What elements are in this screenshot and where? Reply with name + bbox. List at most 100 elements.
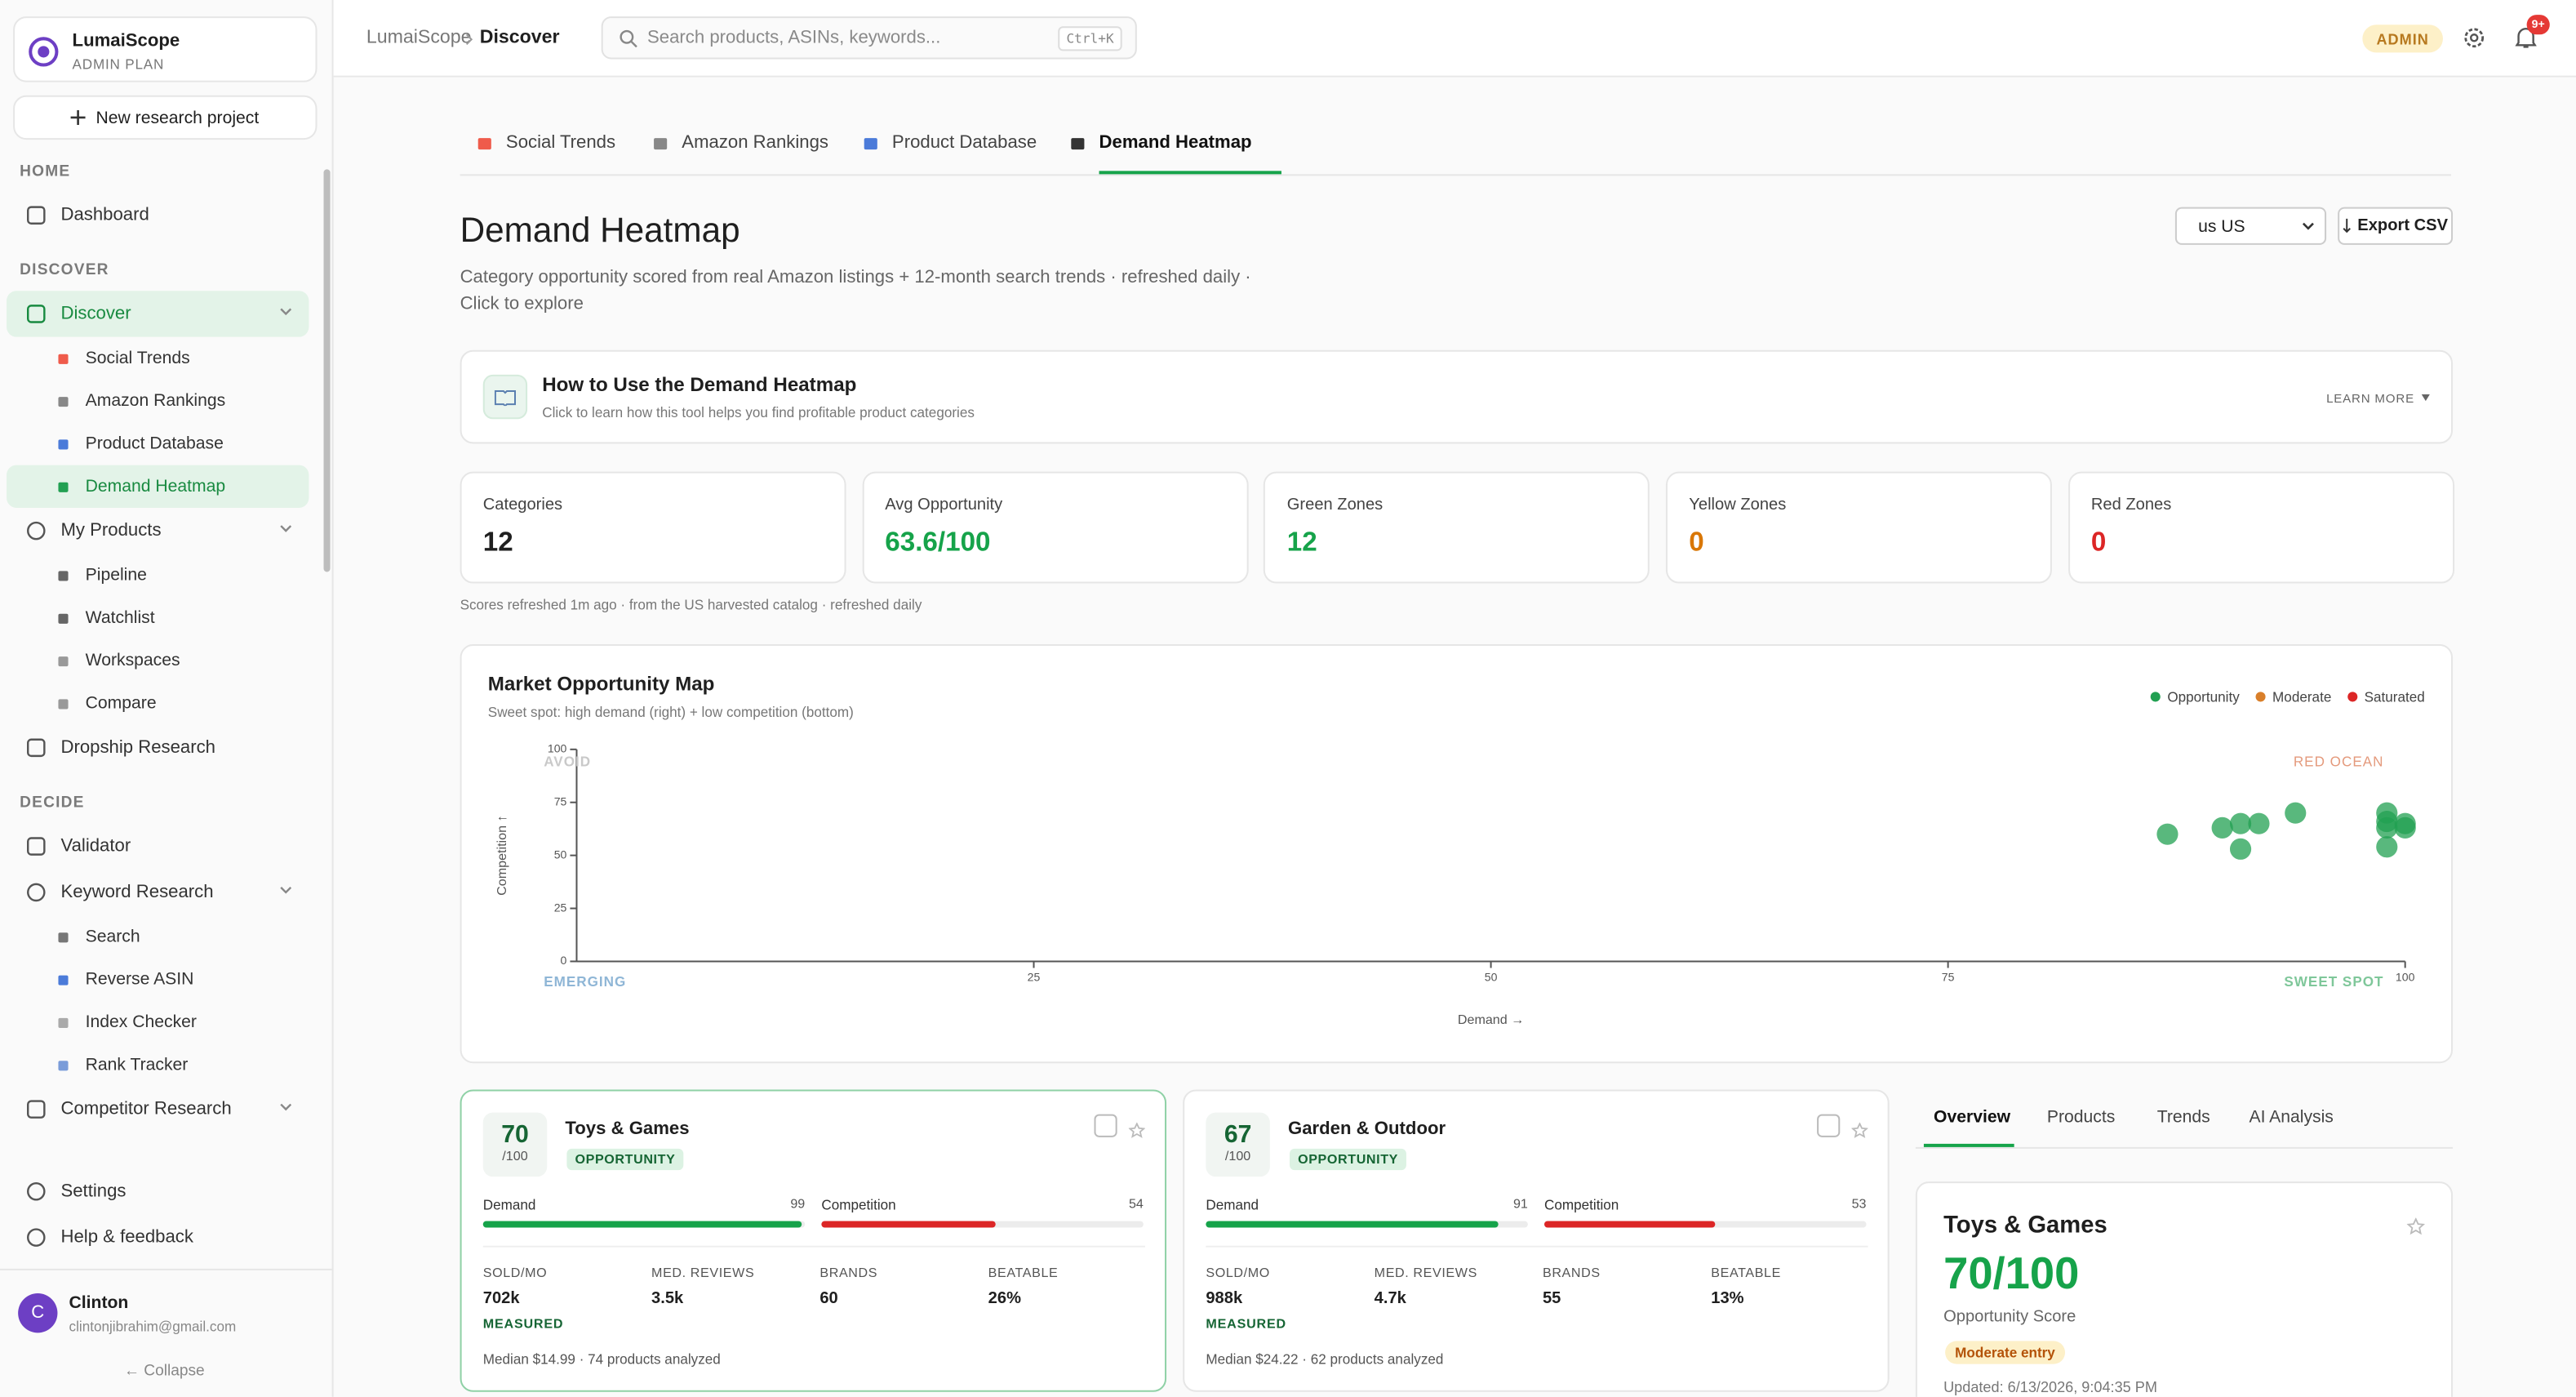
refresh-note: Scores refreshed 1m ago · from the US ha… xyxy=(460,596,922,613)
nav-subitem[interactable]: Social Trends xyxy=(7,337,309,380)
brand-card[interactable]: LumaiScope ADMIN PLAN xyxy=(13,16,318,82)
nav-heading: DISCOVER xyxy=(20,261,109,280)
detail-tab[interactable]: Products xyxy=(2046,1107,2116,1128)
metric-label: BRANDS xyxy=(819,1265,878,1280)
settings-icon[interactable] xyxy=(2463,26,2485,49)
search-box[interactable]: Search products, ASINs, keywords... Ctrl… xyxy=(601,16,1137,60)
tab[interactable]: Amazon Rankings xyxy=(652,133,828,153)
avatar[interactable]: C xyxy=(18,1293,58,1333)
nav-item[interactable]: Help & feedback xyxy=(7,1214,309,1260)
nav-icon xyxy=(27,305,46,323)
guide-title: How to Use the Demand Heatmap xyxy=(542,372,857,397)
star-wrap[interactable] xyxy=(1850,1118,1869,1147)
nav-subitem[interactable]: Compare xyxy=(7,682,309,724)
stat-value: 12 xyxy=(482,527,513,558)
nav-sub-icon xyxy=(58,570,69,581)
nav-subitem[interactable]: Pipeline xyxy=(7,554,309,596)
nav-item[interactable]: Dashboard xyxy=(7,192,309,238)
metric-value: 702k xyxy=(482,1290,520,1309)
star-path xyxy=(1850,1122,1869,1138)
star-icon xyxy=(1128,1122,1146,1138)
nav-item[interactable]: Dropship Research xyxy=(7,725,309,771)
checkbox[interactable] xyxy=(1817,1114,1841,1137)
bar-label: Demand xyxy=(482,1196,536,1213)
stat-card: Categories 12 xyxy=(460,471,846,584)
region-select[interactable]: us US xyxy=(2174,207,2327,245)
nav-sub-icon xyxy=(58,396,69,407)
score-box: 67/100 xyxy=(1206,1112,1270,1177)
nav-icon xyxy=(27,837,46,856)
icon-shape xyxy=(27,1181,46,1201)
nav-item[interactable]: Competitor Research xyxy=(7,1086,309,1132)
x-tick-label: 25 xyxy=(1028,970,1041,983)
icon-shape xyxy=(58,1060,69,1070)
detail-tabs: Overview Products Trends AI Analysis xyxy=(1915,1100,2454,1149)
scatter-point xyxy=(2156,823,2178,845)
nav-subitem[interactable]: Amazon Rankings xyxy=(7,380,309,422)
chart-title: Market Opportunity Map xyxy=(488,674,715,696)
guide-card[interactable]: How to Use the Demand Heatmap Click to l… xyxy=(460,349,2454,444)
nav-subitem[interactable]: Index Checker xyxy=(7,1001,309,1043)
tab-icon xyxy=(477,138,491,150)
icon-shape xyxy=(27,206,46,225)
category-card[interactable]: 70/100 Toys & Games OPPORTUNITY Demand 99 Com… xyxy=(460,1089,1167,1392)
nav-item[interactable]: Validator xyxy=(7,823,309,869)
nav-subitem[interactable]: Product Database xyxy=(7,422,309,465)
guide-action[interactable]: LEARN MORE xyxy=(2326,391,2414,407)
detail-badge: Moderate entry xyxy=(1945,1341,2065,1364)
new-project-button[interactable]: New research project xyxy=(13,95,318,140)
nav-subitem[interactable]: Workspaces xyxy=(7,639,309,682)
nav-label: Compare xyxy=(85,693,157,714)
card-badge: OPPORTUNITY xyxy=(566,1148,684,1171)
chart-card: Market Opportunity Map Sweet spot: high d… xyxy=(460,644,2454,1064)
search-icon xyxy=(620,29,637,48)
category-card[interactable]: 67/100 Garden & Outdoor OPPORTUNITY Demand 9… xyxy=(1183,1089,1890,1392)
detail-score: 70/100 xyxy=(1943,1248,2080,1299)
detail-tab[interactable]: AI Analysis xyxy=(2249,1107,2334,1128)
nav-item[interactable]: Discover xyxy=(7,291,309,337)
scatter-point xyxy=(2229,838,2252,860)
nav-subitem[interactable]: Demand Heatmap xyxy=(7,465,309,508)
tab-label: Product Database xyxy=(891,133,1037,153)
card-divider xyxy=(482,1245,1145,1248)
tab-underline xyxy=(1099,171,1281,175)
star-icon xyxy=(1850,1122,1869,1138)
stat-value: 12 xyxy=(1286,527,1317,558)
icon-shape xyxy=(58,656,69,666)
detail-tab[interactable]: Overview xyxy=(1934,1107,2011,1128)
tab[interactable]: Product Database xyxy=(863,133,1037,153)
detail-star[interactable] xyxy=(2406,1217,2425,1235)
collapse-button[interactable]: ← Collapse xyxy=(123,1362,205,1381)
checkbox[interactable] xyxy=(1094,1114,1117,1137)
nav-subitem[interactable]: Reverse ASIN xyxy=(7,958,309,1000)
nav-label: Product Database xyxy=(85,434,224,454)
scatter-point xyxy=(2229,812,2252,834)
nav-label: Validator xyxy=(60,836,131,856)
icon-shape xyxy=(58,1017,69,1027)
nav-icon xyxy=(27,521,46,541)
icon-shape xyxy=(654,138,668,150)
nav-subitem[interactable]: Rank Tracker xyxy=(7,1043,309,1086)
stat-card: Avg Opportunity 63.6/100 xyxy=(862,471,1249,584)
y-tick-label: 50 xyxy=(554,848,567,861)
detail-tab[interactable]: Trends xyxy=(2156,1107,2210,1128)
chevron-path xyxy=(280,887,292,894)
tab[interactable]: Social Trends xyxy=(477,133,615,153)
nav-item[interactable]: Keyword Research xyxy=(7,870,309,915)
nav-icon xyxy=(27,1181,46,1201)
breadcrumb-root[interactable]: LumaiScope xyxy=(366,28,472,48)
plus-icon xyxy=(71,109,87,125)
nav-subitem[interactable]: Watchlist xyxy=(7,597,309,639)
tab[interactable]: Demand Heatmap xyxy=(1069,133,1252,153)
nav-subitem[interactable]: Search xyxy=(7,915,309,958)
export-button[interactable]: Export CSV xyxy=(2338,207,2454,245)
legend-swatch xyxy=(2347,692,2358,702)
nav-sub-icon xyxy=(58,1060,69,1070)
nav-item[interactable]: Settings xyxy=(7,1168,309,1214)
stat-value: 63.6/100 xyxy=(885,527,991,558)
star-wrap[interactable] xyxy=(1128,1118,1146,1147)
icon-shape xyxy=(27,738,46,758)
card-name: Garden & Outdoor xyxy=(1288,1119,1446,1139)
nav-item[interactable]: My Products xyxy=(7,508,309,554)
